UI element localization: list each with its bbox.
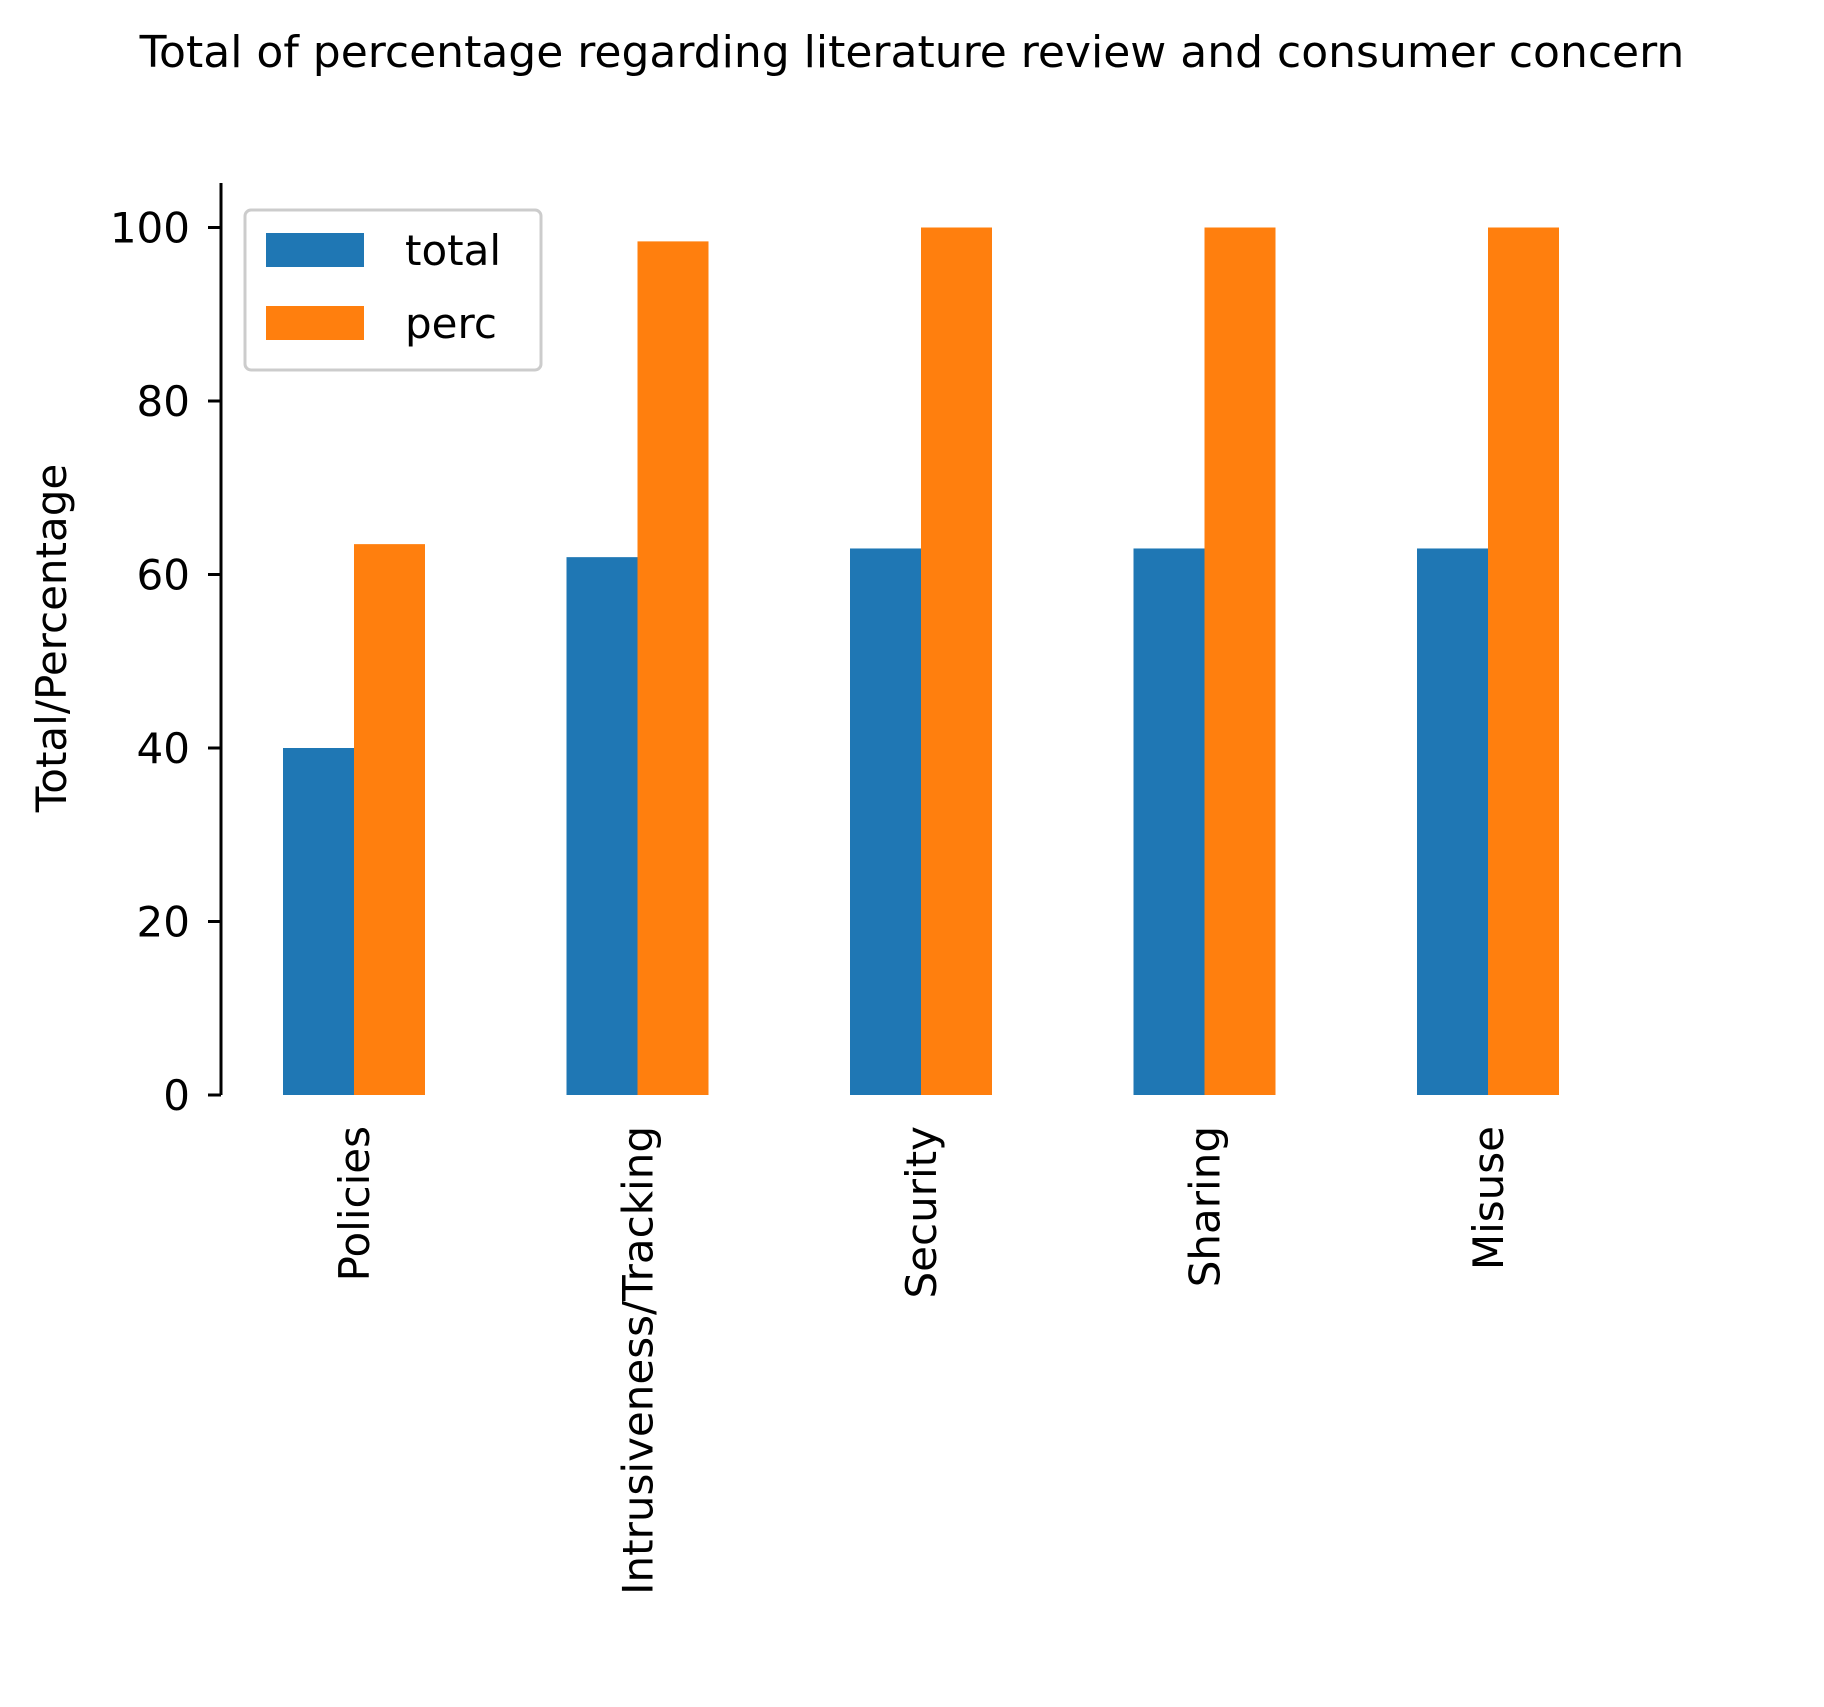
legend-label-perc: perc <box>405 299 497 348</box>
bar-total-intrusiveness-tracking <box>566 557 638 1095</box>
bar-perc-security <box>921 227 992 1095</box>
bar-perc-intrusiveness-tracking <box>637 241 709 1095</box>
legend: total perc <box>243 208 543 372</box>
x-tick-labels: Policies Intrusiveness/Tracking Security Sh… <box>330 1126 1513 1595</box>
y-tick-label-60: 60 <box>137 551 190 600</box>
y-axis-label: Total/Percentage <box>27 464 76 814</box>
y-tick-label-80: 80 <box>137 377 190 426</box>
bar-perc-misuse <box>1488 227 1559 1095</box>
legend-swatch-total <box>266 233 364 267</box>
bar-perc-sharing <box>1204 227 1276 1095</box>
chart-title: Total of percentage regarding literature… <box>139 27 1685 78</box>
y-tick-label-20: 20 <box>137 898 190 947</box>
y-tick-label-0: 0 <box>163 1071 190 1120</box>
bar-total-misuse <box>1417 548 1488 1095</box>
x-tick-label-intrusiveness-tracking: Intrusiveness/Tracking <box>614 1126 663 1595</box>
y-tick-label-100: 100 <box>110 204 190 253</box>
bar-total-policies <box>283 748 354 1095</box>
bars-layer <box>283 227 1559 1095</box>
y-ticks: 0 20 40 60 80 100 <box>110 204 221 1120</box>
legend-swatch-perc <box>266 306 364 340</box>
x-tick-label-sharing: Sharing <box>1181 1126 1230 1287</box>
legend-label-total: total <box>405 226 501 275</box>
y-tick-label-40: 40 <box>137 724 190 773</box>
bar-total-security <box>850 548 921 1095</box>
x-tick-label-security: Security <box>897 1126 946 1298</box>
bar-total-sharing <box>1133 548 1205 1095</box>
x-tick-label-policies: Policies <box>330 1126 379 1281</box>
x-tick-label-misuse: Misuse <box>1464 1126 1513 1270</box>
bar-perc-policies <box>354 544 425 1095</box>
